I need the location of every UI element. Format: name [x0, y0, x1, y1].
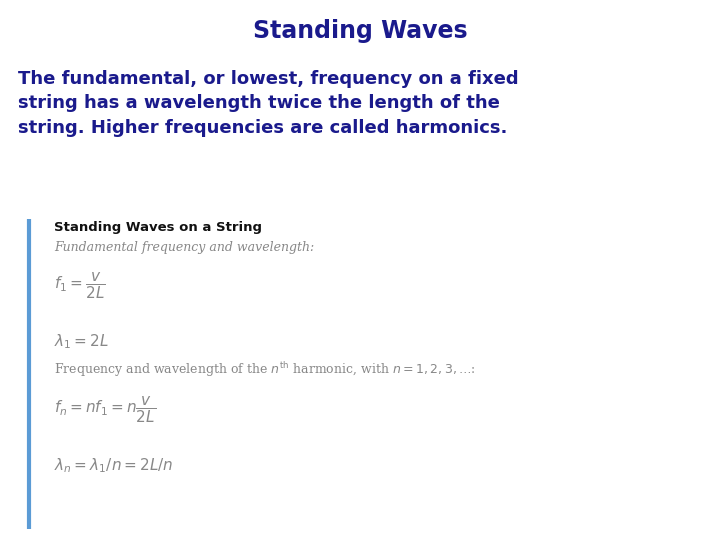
Text: Fundamental frequency and wavelength:: Fundamental frequency and wavelength: — [54, 241, 314, 254]
Text: Frequency and wavelength of the $n^{\mathrm{th}}$ harmonic, with $n = 1, 2, 3, \: Frequency and wavelength of the $n^{\mat… — [54, 360, 476, 379]
Text: $f_n = nf_1 = n\dfrac{v}{2L}$: $f_n = nf_1 = n\dfrac{v}{2L}$ — [54, 395, 156, 425]
Text: $\lambda_1 = 2L$: $\lambda_1 = 2L$ — [54, 332, 109, 351]
Text: Standing Waves: Standing Waves — [253, 19, 467, 43]
Text: The fundamental, or lowest, frequency on a fixed
string has a wavelength twice t: The fundamental, or lowest, frequency on… — [18, 70, 518, 137]
Text: $\lambda_n = \lambda_1/n = 2L/n$: $\lambda_n = \lambda_1/n = 2L/n$ — [54, 456, 174, 475]
Text: Standing Waves on a String: Standing Waves on a String — [54, 221, 262, 234]
Text: $f_1 = \dfrac{v}{2L}$: $f_1 = \dfrac{v}{2L}$ — [54, 272, 106, 301]
